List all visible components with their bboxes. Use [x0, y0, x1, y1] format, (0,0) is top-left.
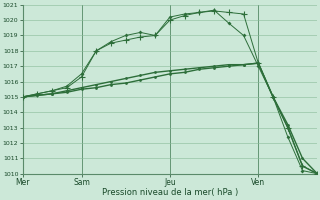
X-axis label: Pression niveau de la mer( hPa ): Pression niveau de la mer( hPa ) — [102, 188, 238, 197]
